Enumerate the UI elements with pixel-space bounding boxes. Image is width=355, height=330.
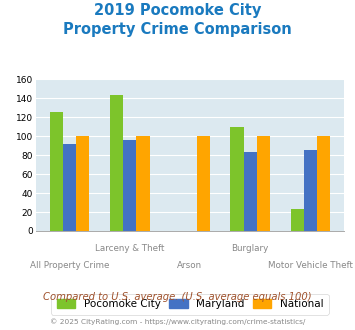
Legend: Pocomoke City, Maryland, National: Pocomoke City, Maryland, National <box>51 294 328 314</box>
Text: Burglary: Burglary <box>231 244 269 253</box>
Bar <box>304 150 317 231</box>
Text: Compared to U.S. average. (U.S. average equals 100): Compared to U.S. average. (U.S. average … <box>43 292 312 302</box>
Bar <box>197 136 210 231</box>
Bar <box>63 144 76 231</box>
Bar <box>244 152 257 231</box>
Bar <box>136 136 149 231</box>
Text: Arson: Arson <box>178 261 202 270</box>
Bar <box>76 136 89 231</box>
Bar <box>50 113 63 231</box>
Text: Larceny & Theft: Larceny & Theft <box>95 244 164 253</box>
Bar <box>317 136 330 231</box>
Text: © 2025 CityRating.com - https://www.cityrating.com/crime-statistics/: © 2025 CityRating.com - https://www.city… <box>50 318 305 325</box>
Text: Motor Vehicle Theft: Motor Vehicle Theft <box>268 261 353 270</box>
Text: All Property Crime: All Property Crime <box>30 261 109 270</box>
Bar <box>230 127 244 231</box>
Bar <box>110 95 123 231</box>
Bar <box>257 136 270 231</box>
Bar <box>290 209 304 231</box>
Text: 2019 Pocomoke City
Property Crime Comparison: 2019 Pocomoke City Property Crime Compar… <box>63 3 292 37</box>
Bar <box>123 140 136 231</box>
